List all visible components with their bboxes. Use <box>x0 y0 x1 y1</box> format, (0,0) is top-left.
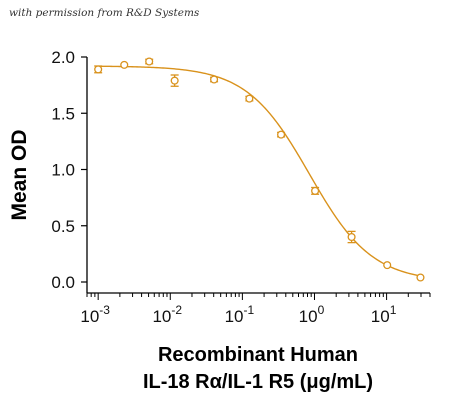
x-tick-label: 10-1 <box>225 303 255 326</box>
data-point <box>416 273 425 282</box>
data-point <box>145 57 154 66</box>
permission-note: with permission from R&D Systems <box>9 7 200 19</box>
data-point <box>347 232 356 242</box>
x-axis-label-line2: IL-18 Rα/IL-1 R5 (μg/mL) <box>143 371 373 393</box>
x-tick-label: 10-3 <box>80 303 110 326</box>
y-tick-label: 0.5 <box>51 217 75 236</box>
y-tick-label: 0.0 <box>51 273 75 292</box>
y-ticks: 0.0 0.5 1.0 1.5 2.0 <box>51 48 87 292</box>
x-axis-label-line1: Recombinant Human <box>158 344 358 366</box>
y-tick-label: 2.0 <box>51 48 75 67</box>
fit-curve <box>96 65 422 277</box>
data-point <box>245 94 254 103</box>
data-points <box>94 57 425 282</box>
x-ticks: 10-3 10-2 10-1 100 101 <box>80 293 431 326</box>
data-point <box>120 60 129 69</box>
y-tick-label: 1.0 <box>51 161 75 180</box>
data-point <box>383 261 392 270</box>
data-point <box>210 75 219 84</box>
y-tick-label: 1.5 <box>51 104 75 123</box>
y-axis-label: Mean OD <box>8 129 31 220</box>
data-point <box>311 186 320 195</box>
data-point <box>94 65 103 74</box>
x-tick-label: 10-2 <box>152 303 182 326</box>
data-point <box>277 130 286 139</box>
x-tick-label: 101 <box>371 303 397 326</box>
data-point <box>170 76 179 85</box>
x-tick-label: 100 <box>299 303 325 326</box>
